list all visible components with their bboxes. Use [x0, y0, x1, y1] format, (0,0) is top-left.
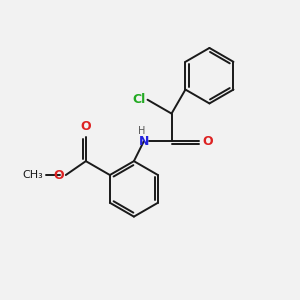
- Text: O: O: [202, 135, 213, 148]
- Text: O: O: [53, 169, 64, 182]
- Text: N: N: [139, 135, 149, 148]
- Text: H: H: [138, 126, 146, 136]
- Text: Cl: Cl: [132, 93, 146, 106]
- Text: O: O: [80, 120, 91, 134]
- Text: CH₃: CH₃: [23, 170, 44, 180]
